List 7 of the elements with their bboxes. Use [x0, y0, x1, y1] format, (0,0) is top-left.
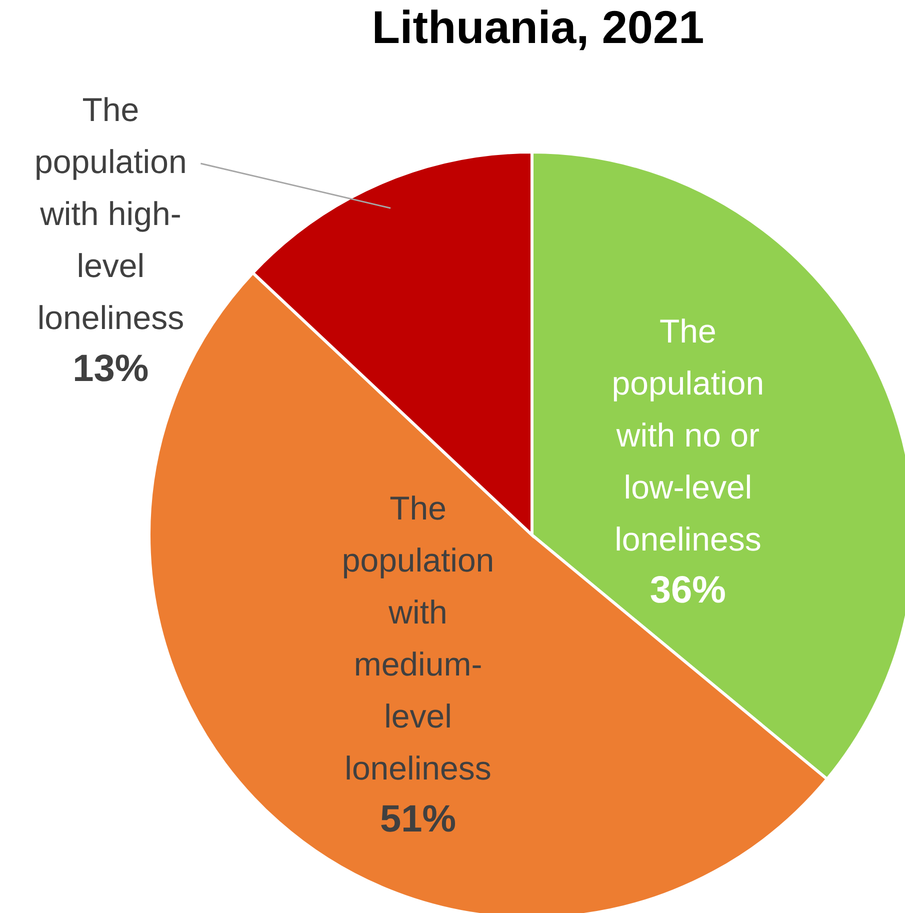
slice-label: The population with medium-level loneliness: [342, 489, 494, 786]
data-label: 36%: [650, 570, 726, 612]
chart-title: Lithuania, 2021: [370, 0, 706, 54]
slice-label: The population with no or low-level loneliness: [612, 312, 764, 558]
data-label: 13%: [72, 348, 149, 390]
slice-label: The population with high-level loneliness: [34, 91, 187, 336]
data-label: 51%: [380, 798, 456, 840]
